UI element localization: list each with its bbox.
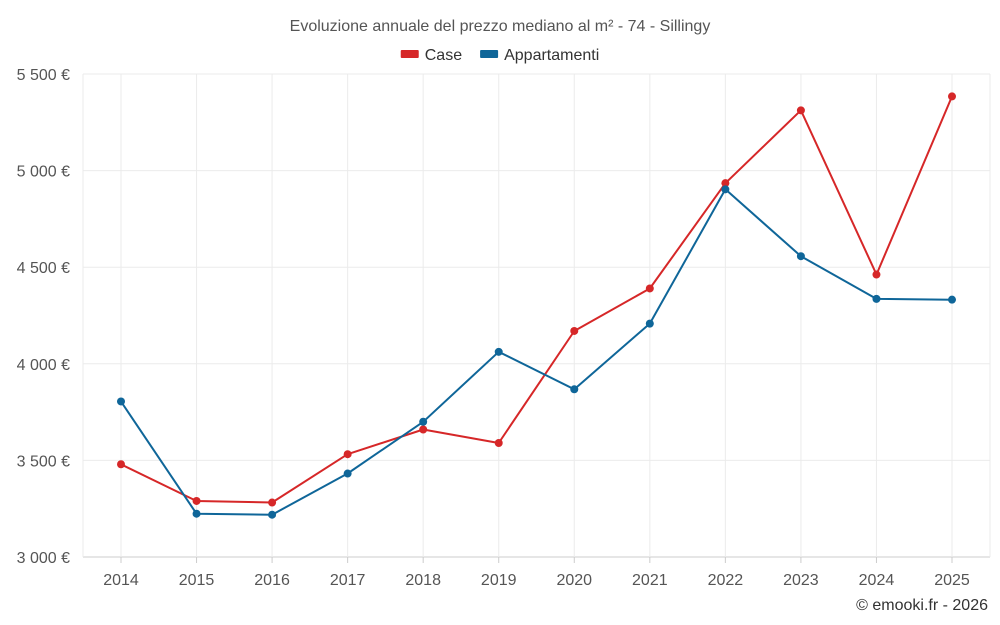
grid [82,73,991,558]
credit-text: © emooki.fr - 2026 [856,597,988,614]
y-tick-label: 4 500 € [17,260,70,277]
chart-title: Evoluzione annuale del prezzo mediano al… [290,18,711,35]
data-point-case[interactable] [570,326,579,335]
x-tick-label: 2025 [934,572,970,589]
x-tick-label: 2017 [330,572,366,589]
data-point-case[interactable] [721,179,730,188]
data-point-appartamenti[interactable] [721,185,730,194]
x-tick-label: 2015 [179,572,215,589]
legend: Case Appartamenti [400,47,599,64]
series-line-case [120,96,953,504]
data-point-appartamenti[interactable] [796,252,805,261]
y-tick-label: 4 000 € [17,357,70,374]
data-point-appartamenti[interactable] [419,417,428,426]
x-tick-label: 2020 [556,572,592,589]
x-tick-label: 2018 [405,572,441,589]
series-line-appartamenti [120,188,953,516]
series-layer [117,92,956,519]
y-tick-label: 5 000 € [17,164,70,181]
data-point-appartamenti[interactable] [872,294,881,303]
y-tick-label: 3 500 € [17,453,70,470]
data-point-appartamenti[interactable] [343,469,352,478]
data-point-appartamenti[interactable] [192,509,201,518]
x-tick-label: 2016 [254,572,290,589]
x-tick-label: 2024 [859,572,895,589]
data-point-case[interactable] [948,92,956,101]
data-point-appartamenti[interactable] [494,347,503,356]
legend-swatch [480,50,499,58]
axes: 3 000 € 3 500 € 4 000 € 4 500 € 5 000 € 5 500… [17,67,970,589]
data-point-case[interactable] [494,439,503,448]
data-point-case[interactable] [268,498,277,507]
data-point-case[interactable] [419,425,428,434]
data-point-case[interactable] [117,460,125,469]
x-tick-label: 2022 [708,572,744,589]
data-point-case[interactable] [192,496,201,505]
data-point-appartamenti[interactable] [117,397,125,406]
x-tick-label: 2014 [103,572,139,589]
y-tick-label: 5 500 € [17,67,70,84]
data-point-case[interactable] [645,284,654,293]
legend-label[interactable]: Case [425,47,462,64]
y-tick-label: 3 000 € [17,550,70,567]
x-tick-label: 2023 [783,572,819,589]
data-point-appartamenti[interactable] [268,510,277,519]
data-point-appartamenti[interactable] [645,319,654,328]
legend-label[interactable]: Appartamenti [504,47,599,64]
data-point-case[interactable] [343,450,352,459]
data-point-appartamenti[interactable] [948,295,956,304]
x-tick-label: 2021 [632,572,668,589]
data-point-case[interactable] [796,106,805,115]
legend-swatch [400,50,419,58]
data-point-case[interactable] [872,270,881,279]
data-point-appartamenti[interactable] [570,385,579,394]
x-tick-label: 2019 [481,572,517,589]
